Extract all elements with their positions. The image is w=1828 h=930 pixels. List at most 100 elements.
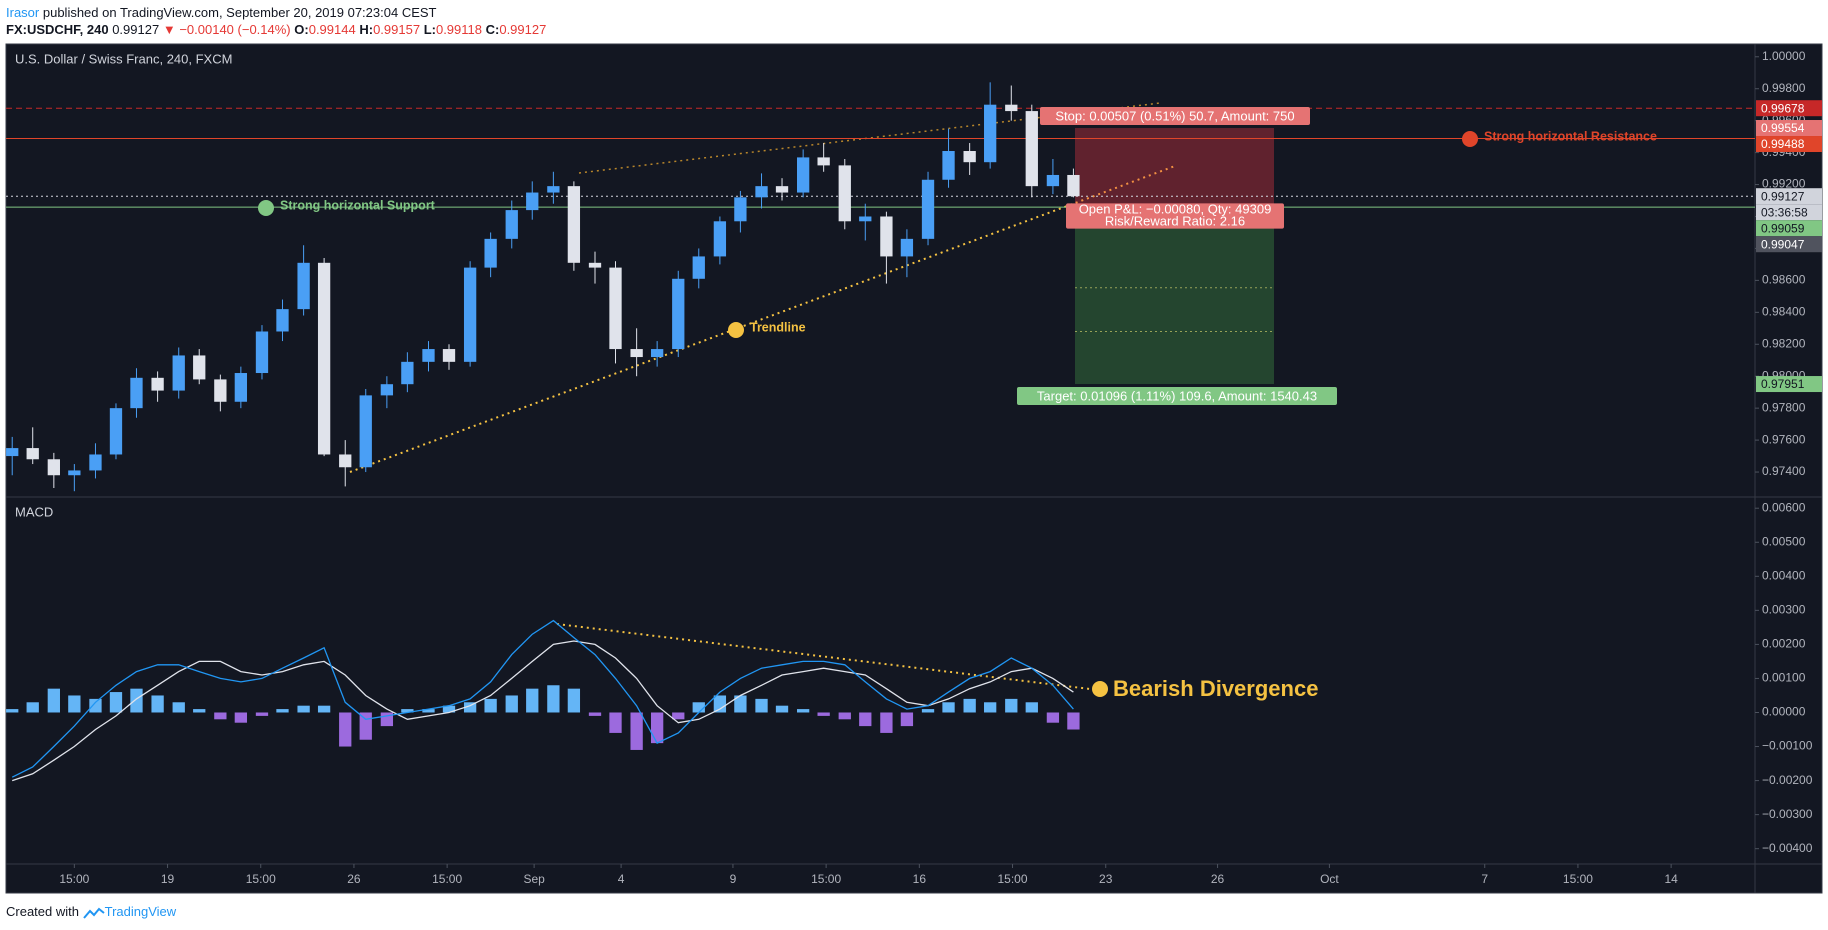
ratio-label: Risk/Reward Ratio: 2.16	[1105, 213, 1245, 228]
histogram-bar	[89, 698, 102, 713]
candle-body	[317, 262, 331, 455]
target-zone	[1075, 208, 1274, 385]
histogram-bar	[484, 698, 497, 713]
annotation-dot	[1462, 131, 1478, 147]
candle-body	[151, 377, 164, 391]
trendline	[349, 165, 1176, 473]
histogram-bar	[984, 702, 997, 713]
candle-body	[859, 216, 872, 222]
histogram-bar	[317, 705, 331, 713]
footer: Created with TradingView	[6, 904, 176, 919]
histogram-bar	[1025, 702, 1038, 713]
stop-label: Stop: 0.00507 (0.51%) 50.7, Amount: 750	[1055, 108, 1294, 123]
candle-body	[422, 349, 435, 362]
candle-body	[963, 151, 976, 163]
histogram-bar	[26, 702, 39, 713]
y-tick-label: 1.00000	[1762, 49, 1806, 63]
candle-body	[109, 408, 123, 455]
y-tick-label: 0.99200	[1762, 177, 1806, 191]
histogram-bar	[151, 695, 164, 713]
y-tick-label: 0.97400	[1762, 464, 1806, 478]
y-tick-label: 0.99800	[1762, 81, 1806, 95]
brand[interactable]: TradingView	[104, 904, 177, 919]
x-tick-label: 19	[161, 872, 175, 886]
price-tag	[1756, 136, 1822, 153]
histogram-bar	[755, 698, 768, 713]
header: Irasor published on TradingView.com, Sep…	[6, 4, 546, 38]
histogram-bar	[1067, 712, 1080, 730]
histogram-bar	[630, 712, 643, 750]
histogram-bar	[276, 709, 289, 713]
countdown: 03:36:58	[1761, 205, 1808, 219]
y-tick-label: 0.98400	[1762, 304, 1806, 318]
histogram-bar	[942, 702, 955, 713]
candle-body	[484, 238, 497, 268]
l-label: L:	[423, 22, 436, 37]
histogram-bar	[672, 712, 685, 720]
histogram-bar	[775, 705, 789, 713]
histogram-bar	[47, 688, 60, 713]
symbol: FX:USDCHF, 240	[6, 22, 109, 37]
candle-body	[755, 186, 768, 198]
y-tick-label: 0.97800	[1762, 400, 1806, 414]
quote-line: FX:USDCHF, 240 0.99127 ▼ −0.00140 (−0.14…	[6, 21, 546, 38]
macd-line	[11, 619, 1074, 778]
candle-body	[234, 373, 248, 402]
histogram-bar	[526, 688, 539, 713]
candle-body	[672, 278, 685, 350]
price-tag-label: 0.99047	[1761, 237, 1805, 251]
y-tick-label: 0.00000	[1762, 705, 1806, 719]
histogram-bar	[68, 695, 81, 713]
divergence-text: Bearish Divergence	[1113, 676, 1318, 701]
candle-body	[6, 448, 19, 457]
histogram-bar	[547, 685, 560, 713]
pnl-label: Open P&L: −0.00080, Qty: 49309	[1079, 201, 1272, 216]
candle-body	[442, 349, 456, 362]
x-tick-label: Oct	[1320, 872, 1339, 886]
candle-body	[26, 448, 39, 460]
annotation-dot	[728, 322, 744, 338]
candle-body	[713, 221, 727, 257]
price-tag-label: 0.99488	[1761, 137, 1805, 151]
h-label: H:	[359, 22, 374, 37]
y-tick-label: 0.00600	[1762, 500, 1806, 514]
candle-body	[588, 262, 602, 268]
histogram-bar	[1005, 698, 1018, 713]
price-tag-label: 0.99059	[1761, 221, 1805, 235]
stop-zone	[1075, 128, 1274, 209]
histogram-bar	[130, 688, 143, 713]
histogram-bar	[1046, 712, 1060, 723]
author[interactable]: Irasor	[6, 5, 40, 20]
candle-body	[193, 355, 206, 380]
last: 0.99127	[112, 22, 160, 37]
histogram-bar	[422, 709, 435, 713]
y-tick-label: 0.00100	[1762, 671, 1806, 685]
candle-body	[609, 267, 622, 350]
histogram-bar	[588, 712, 602, 716]
histogram-bar	[859, 712, 872, 727]
candle-body	[734, 197, 747, 222]
y-tick-label: 0.98200	[1762, 336, 1806, 350]
histogram-bar	[713, 695, 727, 713]
publish-line: Irasor published on TradingView.com, Sep…	[6, 4, 546, 21]
histogram-bar	[463, 702, 477, 713]
x-tick-label: 26	[347, 872, 361, 886]
x-tick-label: 9	[730, 872, 737, 886]
histogram-bar	[567, 688, 581, 713]
countdown-box	[1756, 204, 1822, 221]
histogram-bar	[692, 702, 705, 713]
candle-body	[130, 377, 143, 409]
candle-body	[1025, 111, 1038, 187]
candle-body	[1046, 174, 1060, 187]
x-tick-label: 15:00	[1563, 872, 1593, 886]
candle-body	[775, 186, 789, 193]
x-tick-label: 15:00	[59, 872, 89, 886]
histogram-bar	[234, 712, 248, 723]
candle-body	[276, 309, 289, 332]
candle-body	[172, 355, 185, 391]
price-tag-label: 0.99127	[1761, 189, 1805, 203]
logo	[82, 907, 105, 919]
y-tick-label: 0.00400	[1762, 568, 1806, 582]
created: Created with	[6, 904, 79, 919]
